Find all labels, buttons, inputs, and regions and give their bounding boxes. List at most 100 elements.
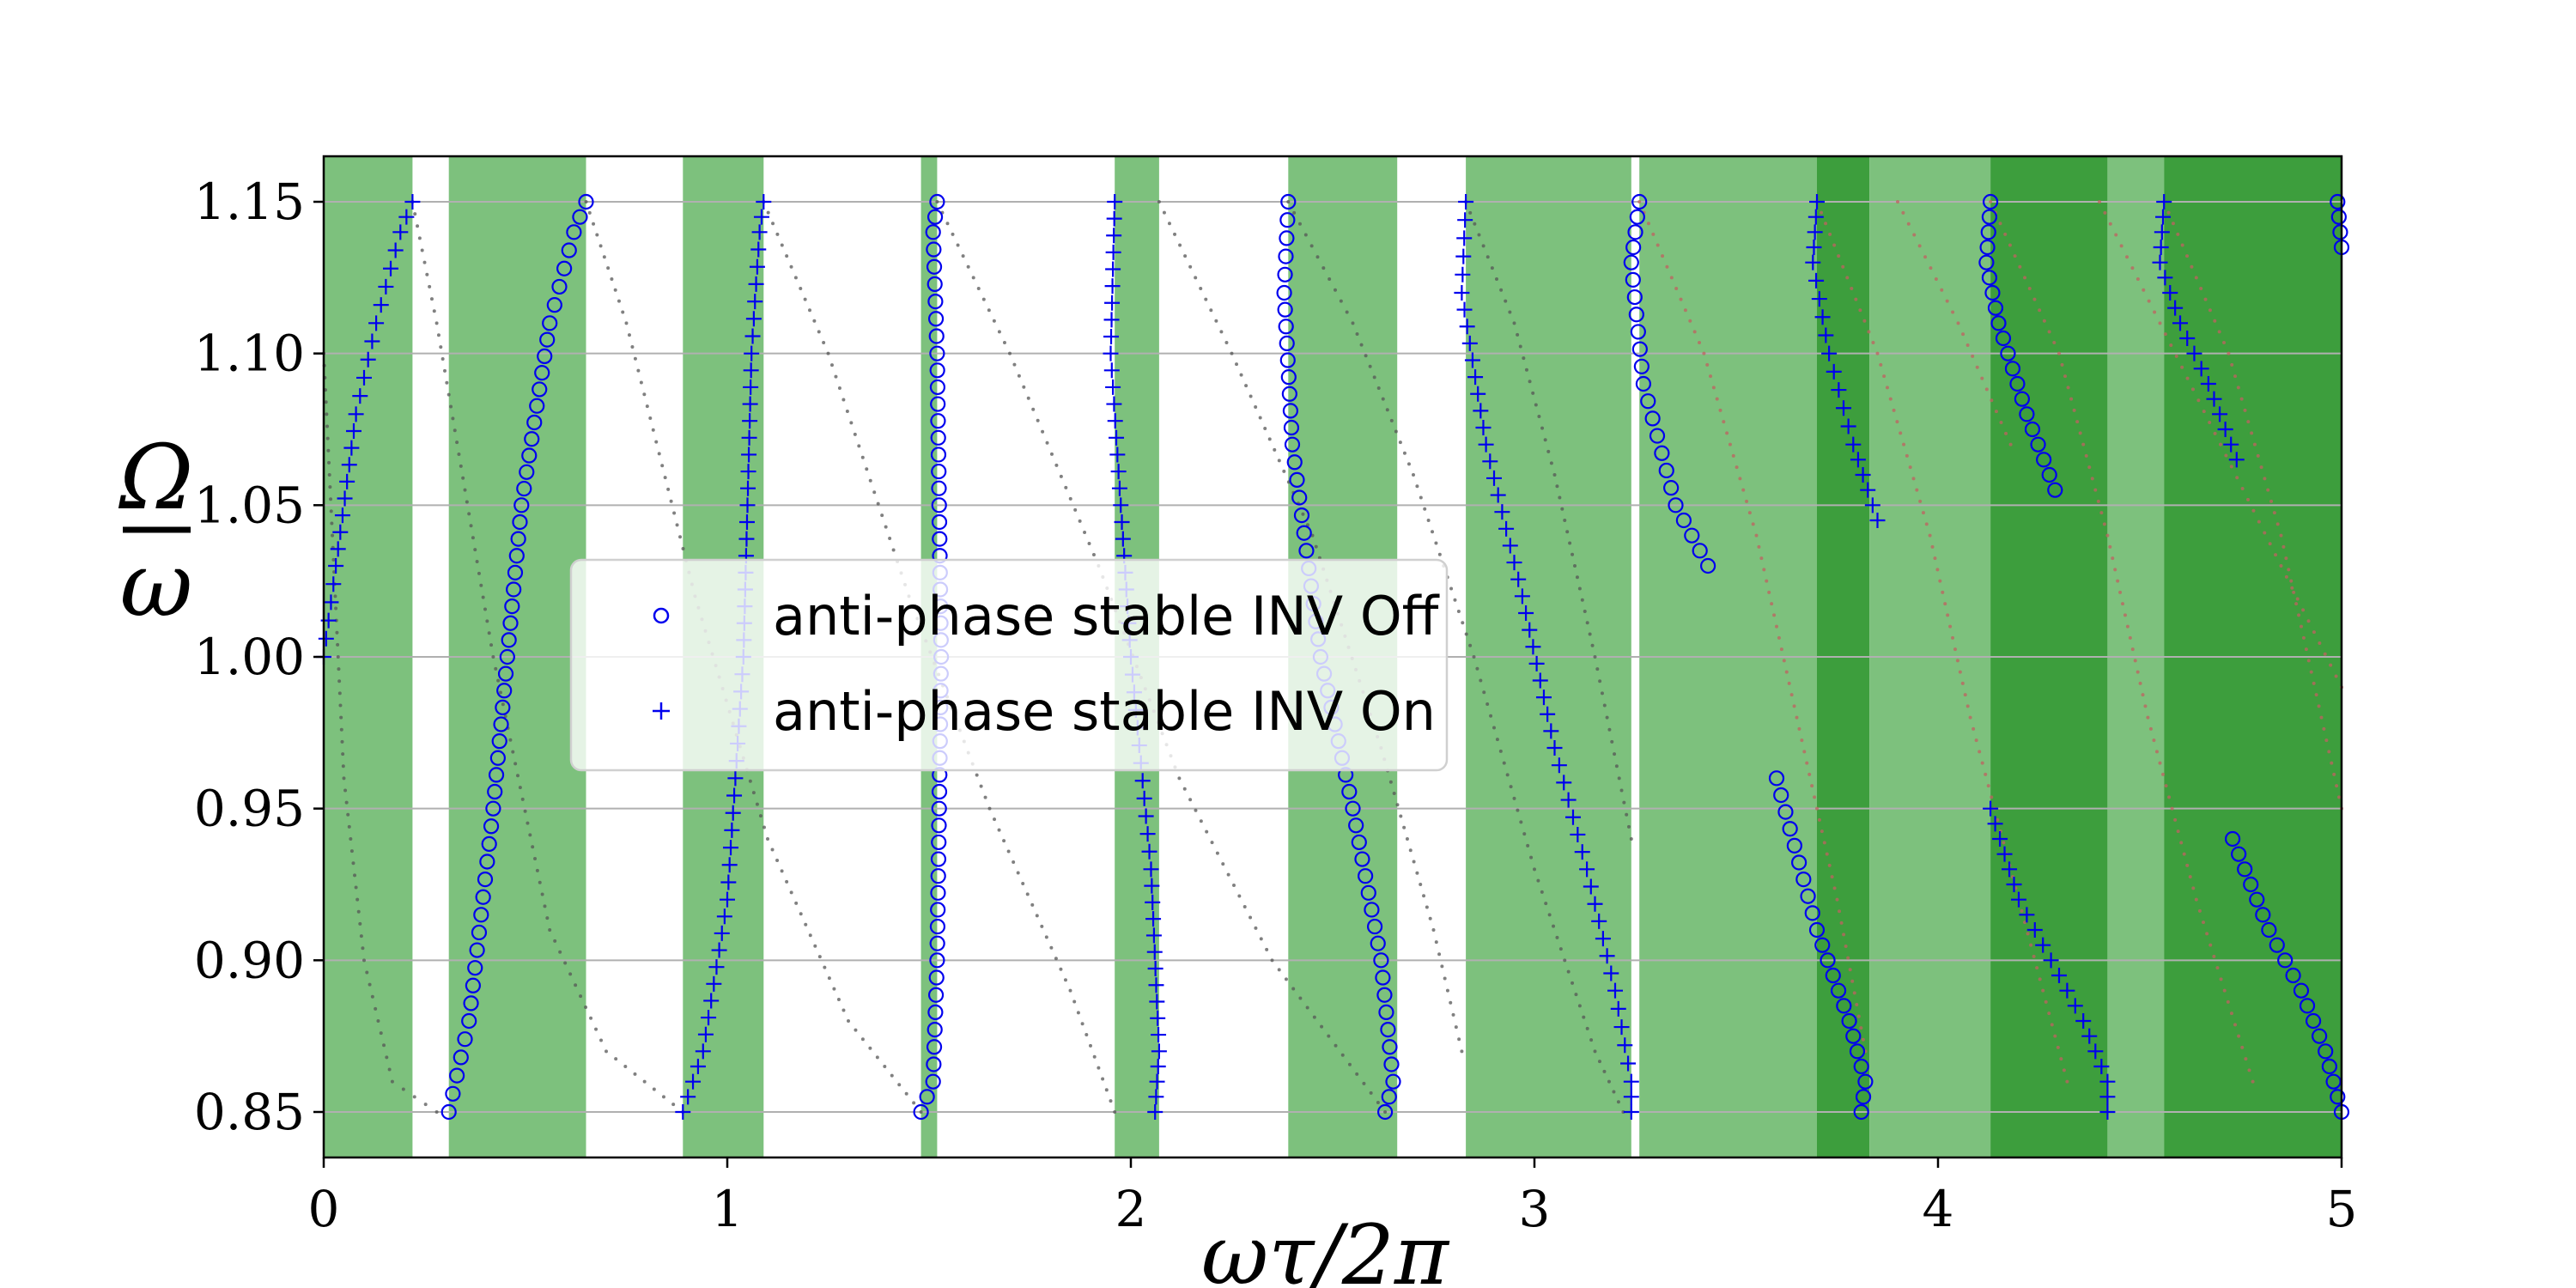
- y-axis-label-denominator: ω: [120, 532, 193, 637]
- background-dot-12-1: [1901, 210, 1905, 215]
- background-dot-9-40: [1953, 647, 1957, 652]
- background-dot-10-57: [2179, 841, 2184, 845]
- background-dot-6-21: [1394, 429, 1398, 434]
- circle-marker-4-21: [1853, 1103, 1869, 1121]
- y-tick-label-4: 1.05: [194, 476, 305, 534]
- background-dot-10-75: [2240, 1045, 2245, 1049]
- background-dot-3-24: [865, 467, 869, 471]
- circle-marker-4-17: [1849, 1043, 1866, 1060]
- circle-marker-1-0: [913, 1103, 929, 1121]
- background-dot-1-49: [518, 786, 522, 790]
- background-dot-1-21: [457, 453, 461, 457]
- plus-marker-0-25: [398, 209, 415, 225]
- background-dot-7-50: [1617, 776, 1621, 781]
- background-dot-8-15: [1705, 362, 1710, 367]
- background-dot-5-17: [1244, 384, 1249, 388]
- circle-marker-3-2: [1627, 224, 1643, 240]
- circle-marker-1-52: [925, 224, 941, 240]
- plus-marker-3-27: [1528, 655, 1545, 671]
- legend: anti-phase stable INV Off anti-phase sta…: [569, 558, 1449, 772]
- x-tick-label-5: 5: [2326, 1180, 2358, 1238]
- background-dot-3-52: [979, 784, 983, 788]
- circle-marker-0-10: [471, 924, 488, 941]
- background-dot-0-62: [412, 1095, 416, 1099]
- background-dot-10-22: [2081, 442, 2086, 447]
- plus-marker-5-8: [2026, 922, 2043, 938]
- background-dot-8-25: [1738, 477, 1742, 481]
- background-dot-5-63: [1422, 894, 1426, 898]
- background-dot-3-1: [766, 210, 770, 215]
- circle-marker-0-15: [481, 835, 497, 852]
- circle-marker-1-5: [927, 1021, 943, 1038]
- circle-marker-3-19: [1675, 512, 1692, 529]
- background-dot-5-14: [1230, 351, 1234, 355]
- background-dot-0-46: [356, 909, 361, 914]
- background-dot-12-10: [1951, 310, 1955, 314]
- background-dot-9-3: [1828, 232, 1832, 236]
- plus-marker-3-43: [1595, 931, 1611, 947]
- background-dot-8-63: [1838, 909, 1842, 914]
- circle-marker-0-43: [534, 365, 550, 381]
- circle-marker-5-18: [2041, 466, 2057, 483]
- background-dot-9-17: [1885, 386, 1889, 390]
- circle-marker-2-6: [1277, 301, 1293, 318]
- background-dot-5-21: [1263, 426, 1267, 430]
- circle-marker-0-24: [496, 683, 513, 699]
- plus-marker-3-6: [1456, 301, 1473, 318]
- background-dot-8-4: [1656, 243, 1660, 247]
- background-dot-6-74: [1589, 1038, 1594, 1042]
- plus-marker-5-2: [1992, 831, 2008, 847]
- plus-marker-2-9: [1103, 345, 1119, 361]
- background-dot-4-31: [1087, 541, 1091, 545]
- background-dot-11-36: [2294, 602, 2299, 606]
- circle-marker-0-11: [473, 907, 489, 923]
- circle-marker-0-12: [475, 889, 491, 905]
- background-dot-9-77: [2062, 1068, 2066, 1072]
- background-dot-10-15: [2060, 362, 2064, 367]
- background-dot-7-48: [1613, 752, 1617, 756]
- background-dot-9-68: [2035, 966, 2039, 970]
- background-dot-4-16: [1017, 374, 1021, 378]
- background-branch-6: [1286, 200, 1625, 1114]
- background-dot-2-28: [675, 523, 679, 527]
- plus-marker-0-23: [387, 242, 404, 258]
- background-dot-3-67: [1049, 945, 1054, 950]
- background-dot-4-80: [1347, 1062, 1352, 1066]
- background-dot-7-26: [1558, 495, 1562, 500]
- circle-marker-3-21: [1692, 543, 1708, 559]
- plus-marker-2-44: [1146, 944, 1163, 960]
- background-dot-3-6: [789, 264, 793, 269]
- plus-marker-4-13: [1840, 418, 1856, 434]
- background-dot-8-56: [1820, 829, 1824, 834]
- background-dot-10-40: [2130, 647, 2135, 652]
- background-dot-1-70: [594, 1027, 598, 1031]
- plus-marker-0-6: [330, 541, 346, 557]
- background-dot-6-10: [1345, 310, 1349, 314]
- circle-marker-7-2: [2332, 224, 2348, 240]
- circle-marker-1-16: [931, 834, 947, 851]
- background-dot-10-63: [2197, 908, 2202, 913]
- background-dot-8-2: [1646, 222, 1650, 226]
- circle-marker-3-22: [1699, 557, 1716, 574]
- plus-marker-1-17: [724, 822, 740, 838]
- background-dot-5-71: [1445, 988, 1449, 993]
- background-dot-10-58: [2182, 852, 2186, 856]
- circle-marker-4-9: [1808, 921, 1826, 939]
- plus-marker-3-21: [1506, 555, 1522, 571]
- background-dot-12-9: [1945, 299, 1949, 303]
- plus-marker-3-31: [1543, 723, 1559, 739]
- background-dot-7-46: [1607, 727, 1612, 732]
- background-dot-6-18: [1381, 397, 1385, 401]
- background-dot-11-32: [2284, 556, 2288, 561]
- background-dot-0-12: [329, 497, 333, 501]
- background-dot-8-70: [1852, 991, 1856, 995]
- background-dot-9-55: [1996, 817, 2000, 822]
- background-dot-1-54: [531, 845, 535, 849]
- background-dot-3-59: [1012, 860, 1016, 865]
- background-dot-13-2: [2108, 222, 2112, 226]
- circle-marker-5-14: [2019, 406, 2035, 422]
- plus-marker-3-9: [1464, 352, 1480, 368]
- background-dot-9-39: [1951, 635, 1955, 640]
- plus-marker-1-42: [742, 396, 758, 412]
- background-dot-1-40: [496, 678, 501, 683]
